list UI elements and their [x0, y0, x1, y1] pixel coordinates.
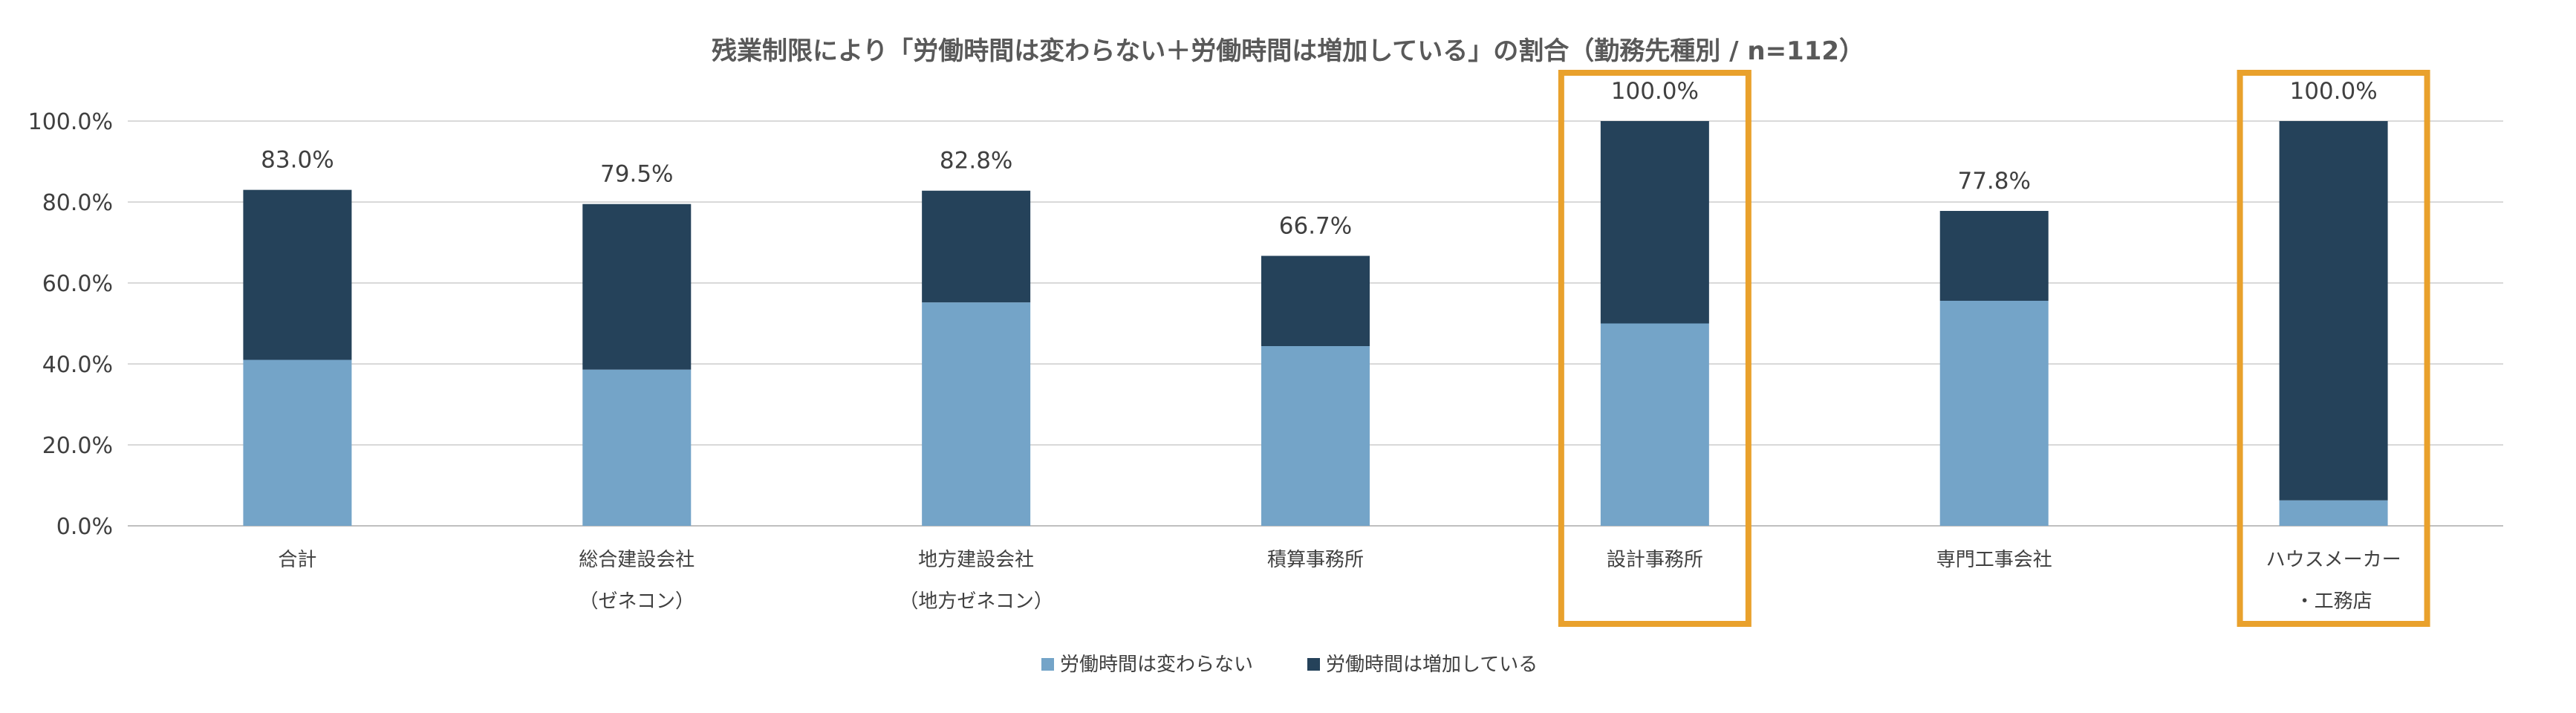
legend-swatch — [1307, 658, 1320, 671]
legend-label: 労働時間は増加している — [1326, 654, 1538, 676]
bar-segment-increased — [922, 190, 1031, 303]
bar-series-group: 83.0% 79.5% 82.8% 66.7% 100.0% 77.8% 100.0% — [243, 78, 2388, 526]
data-label-total: 83.0% — [261, 147, 334, 174]
x-category-label: ハウスメーカー — [2266, 549, 2401, 571]
highlight-boxes — [1558, 70, 2430, 627]
x-category-label: 積算事務所 — [1267, 549, 1364, 571]
bar-segment-increased — [243, 189, 352, 360]
bar-segment-increased — [582, 204, 692, 370]
x-category-label: ・工務店 — [2295, 590, 2372, 613]
bar-segment-unchanged — [2279, 500, 2388, 526]
y-tick-label: 20.0% — [42, 433, 113, 459]
x-category-label: 設計事務所 — [1607, 549, 1703, 571]
x-category-label: 専門工事会社 — [1936, 549, 2052, 571]
legend-label: 労働時間は変わらない — [1060, 654, 1253, 676]
highlight-box — [2237, 70, 2430, 627]
y-tick-label: 60.0% — [42, 271, 113, 297]
bar-segment-increased — [1939, 210, 2049, 301]
data-label-total: 77.8% — [1957, 168, 2030, 195]
bar-segment-increased — [1600, 121, 1709, 324]
x-category-label: 合計 — [278, 549, 316, 571]
x-category-label: （地方ゼネコン） — [899, 590, 1053, 613]
data-label-total: 82.8% — [940, 148, 1012, 175]
x-axis: 合計 総合建設会社 （ゼネコン） 地方建設会社 （地方ゼネコン） 積算事務所 設計事務所 専門… — [278, 549, 2401, 613]
y-tick-label: 40.0% — [42, 352, 113, 378]
bar-segment-unchanged — [1261, 346, 1370, 526]
y-axis: 0.0% 20.0% 40.0% 60.0% 80.0% 100.0% — [28, 109, 113, 540]
data-label-total: 100.0% — [1611, 78, 1699, 105]
bar-segment-unchanged — [1939, 300, 2049, 526]
y-tick-label: 80.0% — [42, 190, 113, 216]
y-tick-label: 0.0% — [56, 514, 113, 540]
bar-segment-increased — [2279, 121, 2388, 501]
x-category-label: 総合建設会社 — [579, 549, 695, 571]
x-category-label: 地方建設会社 — [918, 549, 1034, 571]
chart-title: 残業制限により「労働時間は変わらない＋労働時間は増加している」の割合（勤務先種別… — [712, 36, 1864, 66]
bar-segment-unchanged — [582, 369, 692, 526]
data-label-total: 79.5% — [600, 161, 673, 188]
bar-segment-unchanged — [243, 359, 352, 526]
y-tick-label: 100.0% — [28, 109, 113, 135]
x-category-label: （ゼネコン） — [579, 590, 695, 613]
legend: 労働時間は変わらない 労働時間は増加している — [1041, 654, 1538, 676]
bar-segment-increased — [1261, 255, 1370, 347]
bar-segment-unchanged — [1600, 323, 1709, 526]
bar-segment-unchanged — [922, 302, 1031, 526]
legend-swatch — [1041, 658, 1054, 671]
data-label-total: 100.0% — [2289, 78, 2377, 105]
data-label-total: 66.7% — [1279, 212, 1352, 239]
highlight-box — [1558, 70, 1752, 627]
